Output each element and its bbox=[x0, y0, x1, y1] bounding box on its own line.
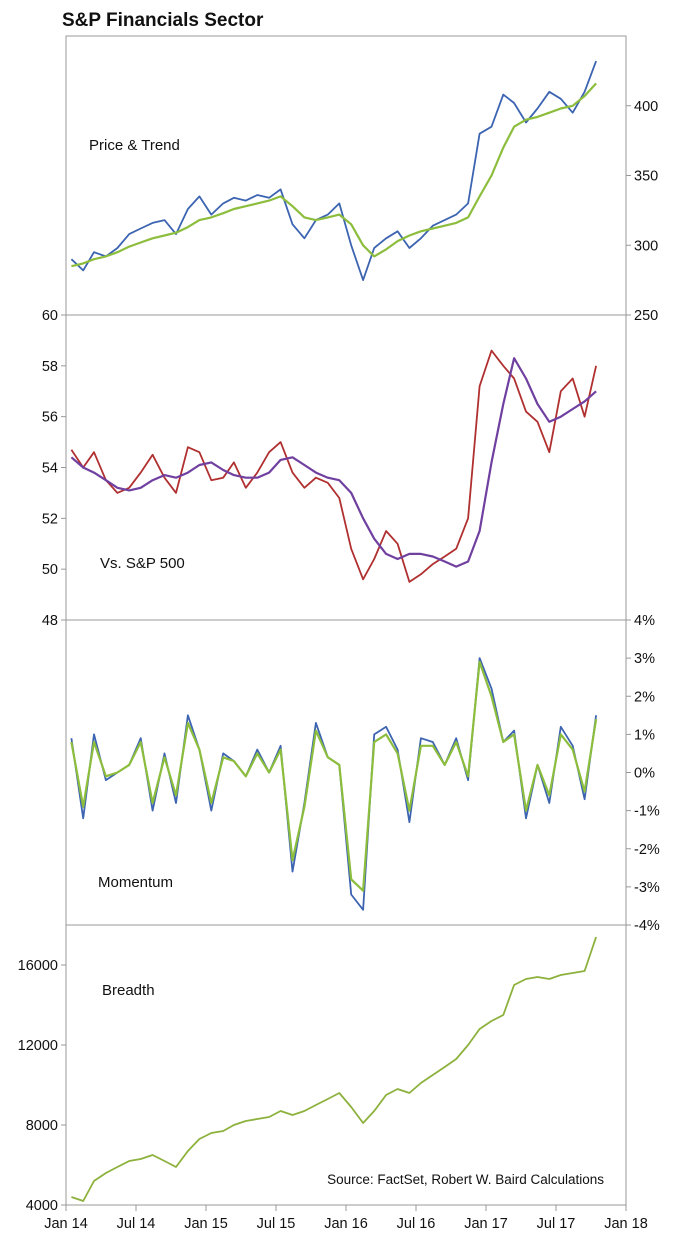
chart-labels: 250 300 350 400 Price & Trend 48 50 52 54 56 58 60 V… bbox=[18, 99, 660, 1232]
series-line-rel-2 bbox=[70, 349, 597, 583]
y-tick-label: 0% bbox=[634, 766, 655, 782]
y-tick-label: -3% bbox=[634, 880, 660, 896]
x-tick-label: Jul 14 bbox=[117, 1216, 156, 1232]
x-tick-label: Jan 18 bbox=[604, 1216, 648, 1232]
chart-marks bbox=[70, 60, 598, 1202]
y-tick-label: 60 bbox=[42, 308, 58, 324]
y-tick-label: -2% bbox=[634, 842, 660, 858]
y-tick-label: -1% bbox=[634, 804, 660, 820]
x-tick-label: Jul 17 bbox=[537, 1216, 576, 1232]
x-tick-label: Jan 17 bbox=[464, 1216, 508, 1232]
y-tick-label: 50 bbox=[42, 562, 58, 578]
series-line-trend-3 bbox=[70, 660, 598, 892]
y-tick-label: 54 bbox=[42, 461, 58, 477]
y-tick-label: 1% bbox=[634, 727, 655, 743]
panel-frame-1 bbox=[65, 35, 627, 316]
panel-label-2: Vs. S&P 500 bbox=[100, 555, 185, 572]
panel-frame-4 bbox=[65, 924, 627, 1206]
series-line-trend-2 bbox=[70, 357, 597, 568]
y-tick-label: -4% bbox=[634, 918, 660, 934]
y-tick-label: 350 bbox=[634, 169, 658, 185]
x-tick-label: Jan 15 bbox=[184, 1216, 228, 1232]
y-tick-label: 3% bbox=[634, 651, 655, 667]
panel-frame-2 bbox=[65, 314, 627, 621]
y-tick-label: 58 bbox=[42, 359, 58, 375]
y-tick-label: 300 bbox=[634, 238, 658, 254]
y-tick-label: 2% bbox=[634, 689, 655, 705]
source-note: Source: FactSet, Robert W. Baird Calcula… bbox=[327, 1172, 604, 1187]
series-line-mom-3 bbox=[70, 657, 597, 911]
series-line-price-1 bbox=[70, 60, 597, 282]
panel-label-4: Breadth bbox=[102, 982, 155, 999]
y-tick-label: 52 bbox=[42, 511, 58, 527]
x-tick-label: Jul 16 bbox=[397, 1216, 436, 1232]
y-tick-label: 400 bbox=[634, 99, 658, 115]
chart-title: S&P Financials Sector bbox=[62, 10, 264, 31]
y-tick-label: 4000 bbox=[26, 1198, 58, 1214]
x-tick-label: Jul 15 bbox=[257, 1216, 296, 1232]
x-tick-label: Jan 16 bbox=[324, 1216, 368, 1232]
x-tick-label: Jan 14 bbox=[44, 1216, 88, 1232]
y-tick-label: 16000 bbox=[18, 958, 58, 974]
panel-label-1: Price & Trend bbox=[89, 137, 180, 154]
y-tick-label: 8000 bbox=[26, 1118, 58, 1134]
panel-frames bbox=[61, 35, 631, 1211]
series-line-breadth-4 bbox=[71, 936, 597, 1202]
y-tick-label: 48 bbox=[42, 613, 58, 629]
y-tick-label: 56 bbox=[42, 410, 58, 426]
panel-label-3: Momentum bbox=[98, 874, 173, 891]
y-tick-label: 4% bbox=[634, 613, 655, 629]
y-tick-label: 250 bbox=[634, 308, 658, 324]
y-tick-label: 12000 bbox=[18, 1038, 58, 1054]
series-line-trend-1 bbox=[71, 82, 597, 268]
